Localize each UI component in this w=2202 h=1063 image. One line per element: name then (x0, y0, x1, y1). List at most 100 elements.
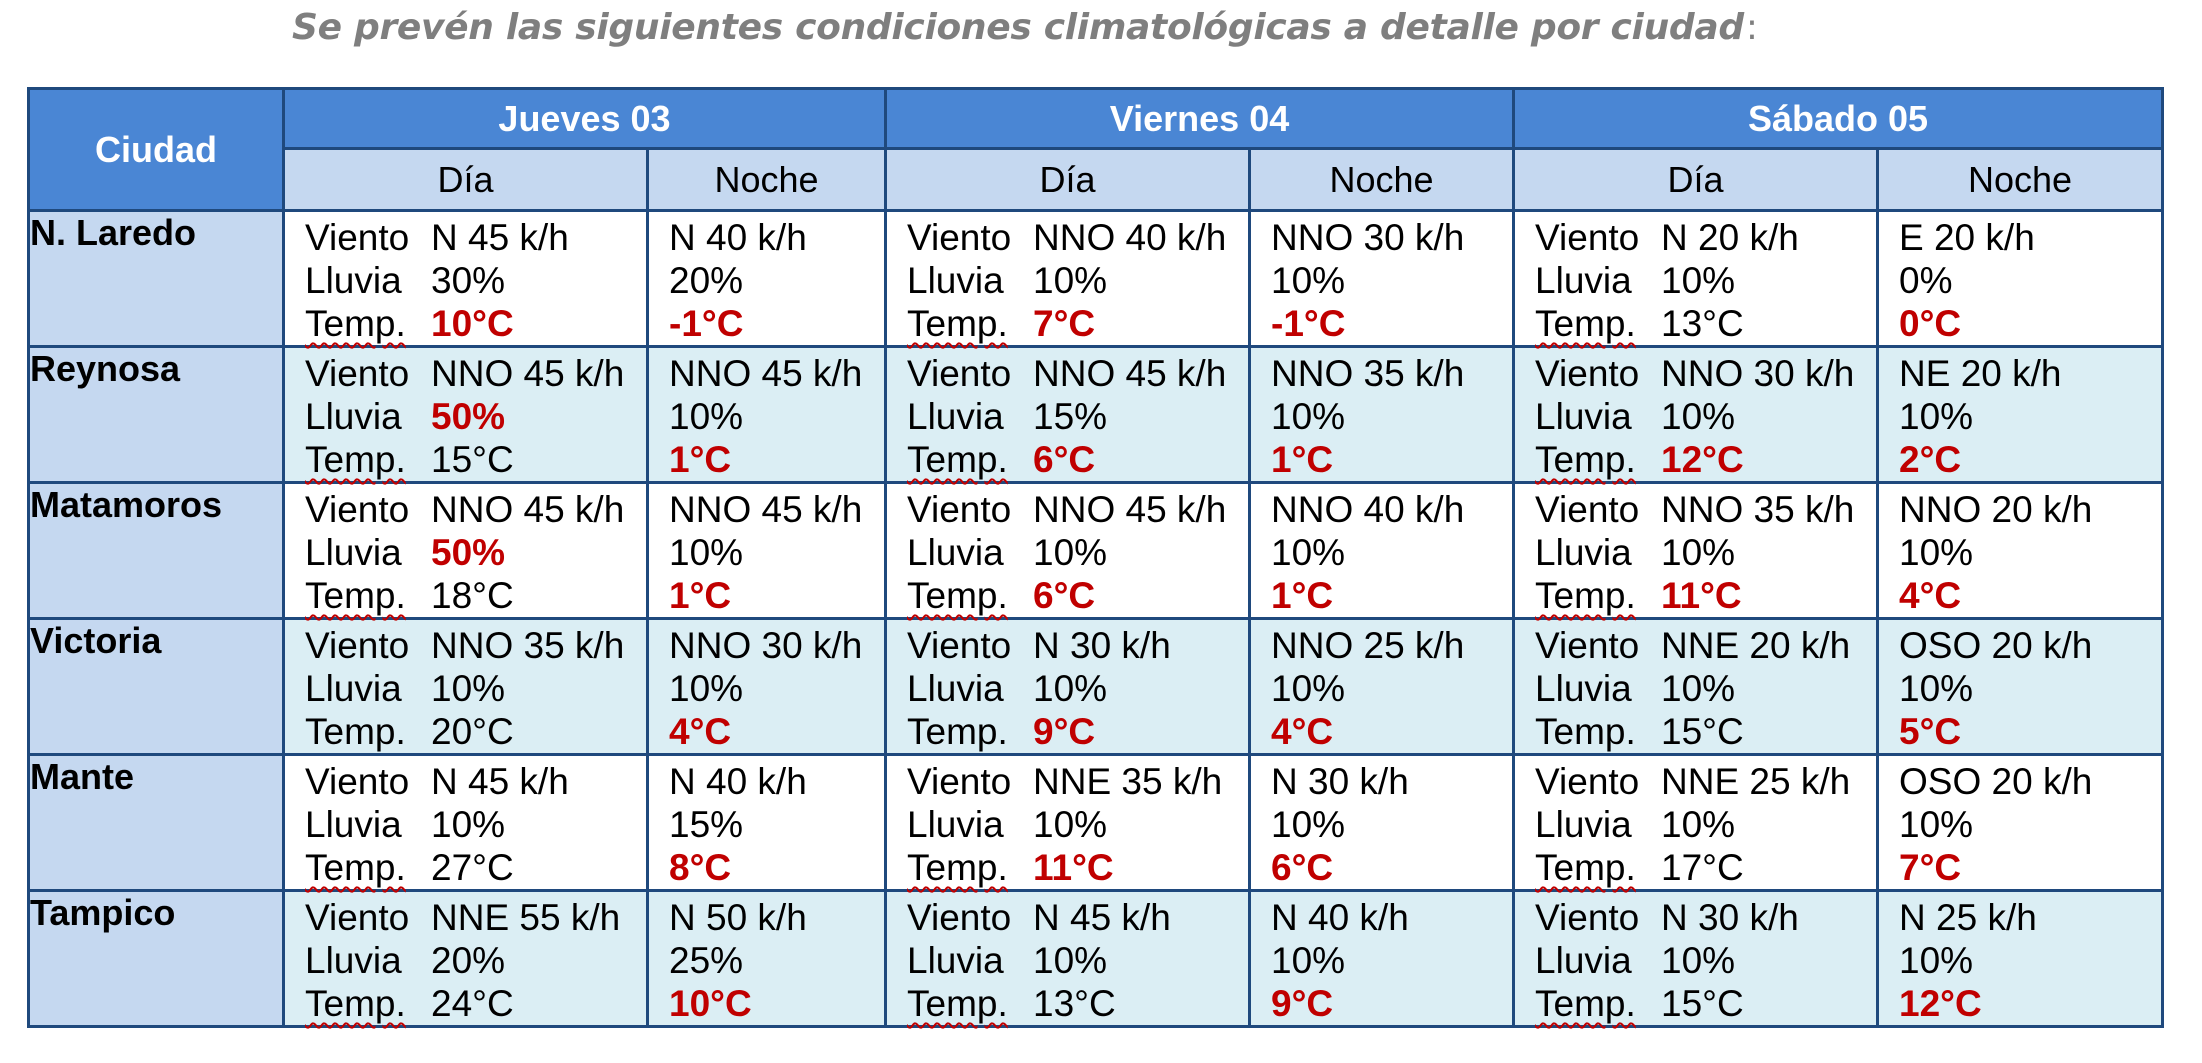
temp-line: Temp. 9°C (907, 710, 1248, 753)
temp-value: 4°C (1271, 711, 1334, 752)
lluvia-value: 10% (1271, 804, 1346, 845)
forecast-cell-day: Viento NNO 45 k/h Lluvia 50% Temp. 18°C (282, 481, 649, 620)
lluvia-line: Lluvia 15% (907, 395, 1248, 438)
viento-line: NNO 45 k/h (669, 488, 884, 531)
temp-line: 1°C (669, 574, 884, 617)
viento-line: N 30 k/h (1271, 760, 1512, 803)
temp-value: 5°C (1899, 711, 1962, 752)
lluvia-line: Lluvia 50% (305, 395, 646, 438)
header-day-1: Jueves 03 (282, 87, 887, 150)
lluvia-value: 10% (1271, 260, 1346, 301)
viento-value: OSO 20 k/h (1899, 625, 2093, 666)
viento-value: NNO 45 k/h (431, 489, 625, 530)
table-row: Reynosa Viento NNO 45 k/h Lluvia 50% Temp. 15°… (27, 345, 2165, 484)
subheader-noche: Noche (1247, 147, 1516, 212)
lluvia-line: 10% (669, 667, 884, 710)
temp-line: Temp. 6°C (907, 438, 1248, 481)
viento-value: N 20 k/h (1661, 217, 1799, 258)
temp-line: 2°C (1899, 438, 2161, 481)
temp-line: Temp. 10°C (305, 302, 646, 345)
temp-line: -1°C (1271, 302, 1512, 345)
lluvia-line: Lluvia 10% (305, 803, 646, 846)
forecast-cell-day: Viento NNO 45 k/h Lluvia 50% Temp. 15°C (282, 345, 649, 484)
lluvia-value: 10% (1899, 804, 1974, 845)
lluvia-line: Lluvia 10% (907, 803, 1248, 846)
lluvia-value: 10% (669, 532, 744, 573)
subheader-noche: Noche (1876, 147, 2165, 212)
viento-label: Viento (1535, 489, 1640, 530)
viento-label: Viento (305, 353, 410, 394)
viento-line: N 50 k/h (669, 896, 884, 939)
temp-label: Temp. (907, 983, 1008, 1024)
lluvia-value: 10% (1661, 940, 1736, 981)
temp-line: Temp. 27°C (305, 846, 646, 889)
forecast-cell-day: Viento N 20 k/h Lluvia 10% Temp. 13°C (1512, 209, 1880, 348)
temp-value: 7°C (1899, 847, 1962, 888)
lluvia-line: Lluvia 10% (1535, 939, 1876, 982)
temp-value: 13°C (1661, 303, 1744, 344)
viento-line: NNO 45 k/h (669, 352, 884, 395)
temp-value: 1°C (1271, 575, 1334, 616)
city-name: Matamoros (27, 481, 285, 620)
temp-line: 7°C (1899, 846, 2161, 889)
temp-value: 6°C (1033, 439, 1096, 480)
temp-value: 8°C (669, 847, 732, 888)
forecast-cell-night: NNO 45 k/h 10% 1°C (646, 345, 887, 484)
forecast-cell-night: NNO 35 k/h 10% 1°C (1247, 345, 1516, 484)
temp-label: Temp. (1535, 439, 1636, 480)
viento-line: OSO 20 k/h (1899, 760, 2161, 803)
lluvia-label: Lluvia (305, 804, 402, 845)
lluvia-label: Lluvia (305, 260, 402, 301)
lluvia-label: Lluvia (1535, 940, 1632, 981)
viento-line: E 20 k/h (1899, 216, 2161, 259)
viento-value: N 45 k/h (431, 761, 569, 802)
forecast-cell-night: OSO 20 k/h 10% 7°C (1876, 753, 2165, 892)
viento-line: N 40 k/h (669, 216, 884, 259)
temp-value: 27°C (431, 847, 514, 888)
forecast-cell-day: Viento N 45 k/h Lluvia 10% Temp. 27°C (282, 753, 649, 892)
temp-label: Temp. (305, 711, 406, 752)
viento-value: NNO 40 k/h (1033, 217, 1227, 258)
temp-line: Temp. 13°C (907, 982, 1248, 1025)
viento-value: N 50 k/h (669, 897, 807, 938)
lluvia-value: 10% (1899, 532, 1974, 573)
lluvia-line: Lluvia 10% (907, 259, 1248, 302)
lluvia-label: Lluvia (907, 668, 1004, 709)
lluvia-label: Lluvia (1535, 668, 1632, 709)
viento-label: Viento (305, 489, 410, 530)
lluvia-value: 10% (1899, 668, 1974, 709)
lluvia-label: Lluvia (907, 940, 1004, 981)
forecast-cell-night: E 20 k/h 0% 0°C (1876, 209, 2165, 348)
lluvia-label: Lluvia (907, 260, 1004, 301)
lluvia-value: 10% (1661, 260, 1736, 301)
header-day-2: Viernes 04 (883, 87, 1516, 150)
temp-line: Temp. 17°C (1535, 846, 1876, 889)
temp-label: Temp. (1535, 711, 1636, 752)
temp-line: 1°C (1271, 438, 1512, 481)
lluvia-line: 10% (1271, 395, 1512, 438)
viento-line: Viento N 30 k/h (1535, 896, 1876, 939)
temp-line: Temp. 15°C (1535, 982, 1876, 1025)
forecast-cell-day: Viento NNO 35 k/h Lluvia 10% Temp. 11°C (1512, 481, 1880, 620)
viento-line: N 40 k/h (1271, 896, 1512, 939)
temp-label: Temp. (305, 847, 406, 888)
viento-value: N 30 k/h (1661, 897, 1799, 938)
lluvia-value: 0% (1899, 260, 1953, 301)
viento-value: NNO 40 k/h (1271, 489, 1465, 530)
viento-line: OSO 20 k/h (1899, 624, 2161, 667)
viento-value: NNE 35 k/h (1033, 761, 1223, 802)
viento-line: Viento NNO 45 k/h (907, 488, 1248, 531)
forecast-cell-night: OSO 20 k/h 10% 5°C (1876, 617, 2165, 756)
temp-label: Temp. (305, 983, 406, 1024)
viento-line: Viento NNE 55 k/h (305, 896, 646, 939)
temp-line: 10°C (669, 982, 884, 1025)
forecast-cell-night: NNO 40 k/h 10% 1°C (1247, 481, 1516, 620)
forecast-cell-night: NE 20 k/h 10% 2°C (1876, 345, 2165, 484)
lluvia-value: 15% (669, 804, 744, 845)
viento-line: Viento NNO 45 k/h (305, 488, 646, 531)
lluvia-value: 20% (431, 940, 506, 981)
lluvia-line: 0% (1899, 259, 2161, 302)
lluvia-value: 10% (1899, 396, 1974, 437)
forecast-cell-day: Viento NNE 55 k/h Lluvia 20% Temp. 24°C (282, 889, 649, 1028)
viento-label: Viento (305, 761, 410, 802)
